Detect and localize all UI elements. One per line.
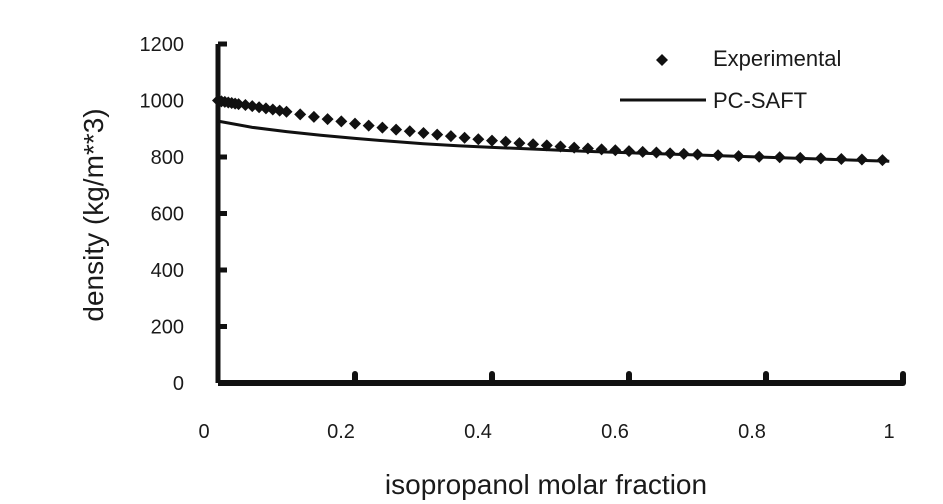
experimental-point bbox=[835, 152, 848, 165]
legend: Experimental PC-SAFT bbox=[620, 46, 841, 113]
experimental-point bbox=[814, 152, 827, 165]
y-tick-label: 0 bbox=[173, 373, 184, 395]
x-tick-label: 0 bbox=[198, 421, 209, 443]
plot-area bbox=[212, 94, 890, 167]
experimental-point bbox=[499, 135, 512, 148]
experimental-point bbox=[650, 146, 663, 159]
experimental-point bbox=[335, 115, 348, 128]
experimental-point bbox=[732, 150, 745, 163]
legend-experimental-marker bbox=[656, 54, 668, 66]
experimental-point bbox=[753, 150, 766, 163]
experimental-point bbox=[794, 151, 807, 164]
x-axis: 0 0.2 0.4 0.6 0.8 1 bbox=[198, 371, 906, 443]
y-axis: 0 200 400 600 800 1000 1200 bbox=[140, 34, 227, 395]
experimental-point bbox=[486, 134, 498, 147]
series-pcsaft-line bbox=[217, 119, 890, 163]
experimental-point bbox=[232, 98, 245, 111]
x-axis-title: isopropanol molar fraction bbox=[385, 469, 707, 500]
experimental-point bbox=[458, 131, 471, 144]
experimental-point bbox=[444, 130, 457, 143]
experimental-point bbox=[609, 144, 622, 157]
legend-pcsaft-label: PC-SAFT bbox=[713, 88, 807, 113]
x-tick-label: 1 bbox=[883, 421, 894, 443]
experimental-point bbox=[691, 148, 704, 161]
experimental-point bbox=[294, 108, 307, 121]
experimental-point bbox=[431, 128, 444, 141]
experimental-point bbox=[321, 113, 334, 126]
experimental-point bbox=[636, 145, 649, 158]
x-tick-label: 0.2 bbox=[327, 421, 355, 443]
experimental-point bbox=[712, 149, 725, 162]
experimental-point bbox=[581, 142, 594, 155]
experimental-point bbox=[362, 119, 375, 132]
experimental-point bbox=[376, 121, 389, 134]
x-tick-label: 0.8 bbox=[738, 421, 766, 443]
experimental-point bbox=[349, 117, 361, 130]
experimental-point bbox=[554, 140, 567, 153]
experimental-point bbox=[664, 147, 677, 160]
y-tick-label: 600 bbox=[151, 204, 184, 226]
y-ticks: 0 200 400 600 800 1000 1200 bbox=[140, 34, 227, 395]
experimental-point bbox=[307, 110, 320, 123]
y-tick-label: 400 bbox=[151, 260, 184, 282]
experimental-point bbox=[623, 145, 635, 158]
experimental-point bbox=[390, 123, 403, 136]
experimental-point bbox=[513, 137, 526, 150]
x-ticks: 0 0.2 0.4 0.6 0.8 1 bbox=[198, 371, 906, 443]
experimental-point bbox=[403, 125, 416, 138]
y-tick-label: 200 bbox=[151, 317, 184, 339]
experimental-point bbox=[876, 154, 889, 167]
experimental-point bbox=[595, 143, 608, 156]
experimental-point bbox=[472, 133, 485, 146]
experimental-point bbox=[527, 138, 540, 151]
y-tick-label: 800 bbox=[151, 147, 184, 169]
x-tick-label: 0.6 bbox=[601, 421, 629, 443]
experimental-point bbox=[417, 126, 430, 139]
experimental-point bbox=[773, 151, 786, 164]
legend-experimental-label: Experimental bbox=[713, 46, 841, 71]
experimental-point bbox=[568, 141, 581, 154]
y-tick-label: 1000 bbox=[140, 91, 185, 113]
experimental-point bbox=[280, 105, 293, 118]
experimental-point bbox=[677, 147, 690, 160]
y-tick-label: 1200 bbox=[140, 34, 185, 56]
x-tick-label: 0.4 bbox=[464, 421, 492, 443]
experimental-point bbox=[855, 153, 868, 166]
experimental-point bbox=[540, 139, 553, 152]
y-axis-title: density (kg/m**3) bbox=[78, 108, 109, 321]
